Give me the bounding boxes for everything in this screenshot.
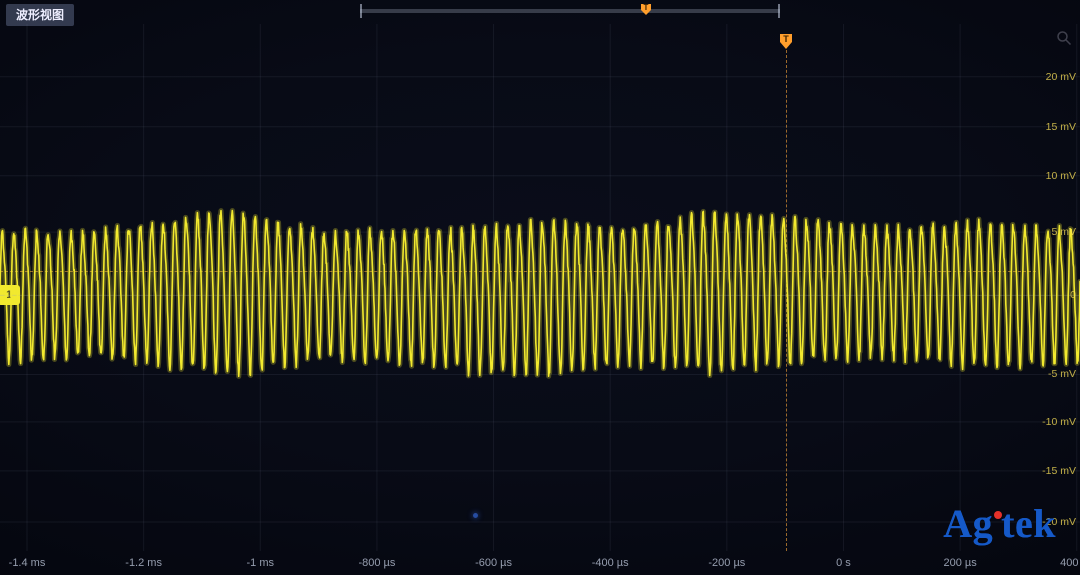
y-axis-tick-label: -15 mV — [1042, 465, 1076, 477]
view-title-tab[interactable]: 波形视图 — [6, 4, 74, 26]
timebase-overview[interactable]: T — [360, 4, 780, 18]
x-axis-tick-label: -1.4 ms — [9, 557, 46, 569]
oscilloscope-screen: 波形视图 T T 1 — [0, 0, 1080, 575]
y-axis-tick-label: 15 mV — [1046, 121, 1076, 133]
x-axis-tick-label: -600 µs — [475, 557, 512, 569]
x-axis-tick-label: -1 ms — [247, 557, 275, 569]
y-axis-tick-label: 0 — [1070, 289, 1076, 301]
x-axis-tick-label: 400 µs — [1060, 557, 1080, 569]
overview-left-bracket — [360, 4, 362, 18]
waveform-trace — [0, 211, 1080, 377]
x-axis-tick-label: -800 µs — [358, 557, 395, 569]
svg-text:T: T — [643, 3, 648, 12]
x-axis-tick-label: -400 µs — [592, 557, 629, 569]
x-axis-tick-label: -200 µs — [708, 557, 745, 569]
y-axis-tick-label: 10 mV — [1046, 170, 1076, 182]
overview-right-bracket — [778, 4, 780, 18]
x-axis-tick-label: 0 s — [836, 557, 851, 569]
watermark-text-a: Ag — [943, 501, 993, 546]
x-axis-tick-label: 200 µs — [943, 557, 976, 569]
waveform-plot-area[interactable] — [0, 24, 1080, 551]
y-axis-tick-label: 5 mV — [1051, 226, 1076, 238]
y-axis-tick-label: -5 mV — [1048, 368, 1076, 380]
x-axis-tick-label: -1.2 ms — [125, 557, 162, 569]
y-axis-tick-label: -10 mV — [1042, 416, 1076, 428]
view-title-text: 波形视图 — [16, 8, 64, 22]
agitek-watermark: Agtek — [943, 500, 1056, 547]
screen-artifact-dot — [473, 513, 478, 518]
watermark-text-b: tek — [1001, 501, 1056, 546]
overview-trigger-indicator[interactable]: T — [639, 2, 653, 16]
overview-track — [360, 9, 780, 13]
y-axis-tick-label: 20 mV — [1046, 71, 1076, 83]
